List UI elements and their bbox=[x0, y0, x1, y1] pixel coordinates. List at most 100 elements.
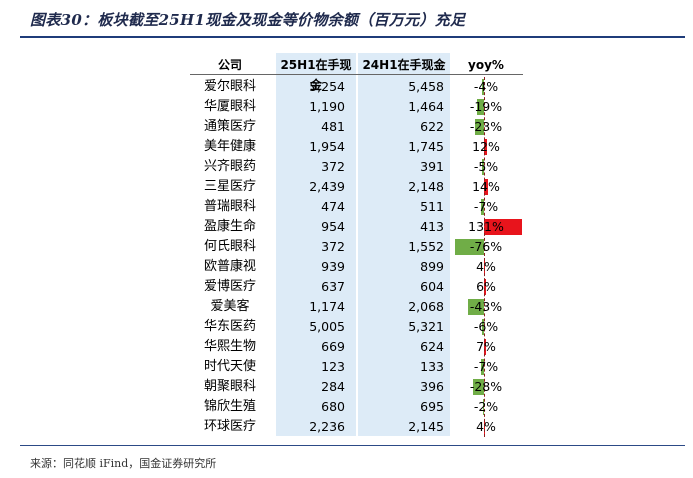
table-row: 爱美客 1,174 2,068 -43% bbox=[0, 297, 693, 317]
company-name: 锦欣生殖 bbox=[203, 399, 256, 414]
cash-25h1: 5,254 bbox=[309, 79, 345, 94]
source-note: 来源：同花顺 iFind，国金证券研究所 bbox=[30, 457, 217, 470]
yoy-bar bbox=[481, 359, 484, 375]
yoy-bar bbox=[455, 239, 484, 255]
company-name: 何氏眼科 bbox=[203, 239, 256, 254]
company-name: 爱美客 bbox=[210, 299, 250, 314]
cash-25h1: 669 bbox=[321, 339, 345, 354]
cash-25h1: 474 bbox=[321, 199, 345, 214]
cash-24h1: 899 bbox=[420, 259, 444, 274]
cash-25h1: 372 bbox=[321, 239, 345, 254]
yoy-zero-axis bbox=[484, 77, 486, 437]
yoy-value: 4% bbox=[476, 419, 496, 434]
column-shade-24h1 bbox=[358, 53, 450, 436]
yoy-value: 131% bbox=[468, 219, 504, 234]
yoy-value: -4% bbox=[473, 79, 499, 94]
cash-25h1: 939 bbox=[321, 259, 345, 274]
cash-24h1: 5,458 bbox=[408, 79, 444, 94]
company-name: 华东医药 bbox=[203, 319, 256, 334]
yoy-bar bbox=[484, 179, 489, 195]
table-row: 华东医药 5,005 5,321 -6% bbox=[0, 317, 693, 337]
yoy-value: 4% bbox=[476, 259, 496, 274]
header-24h1-cash: 24H1在手现金 bbox=[362, 58, 446, 72]
yoy-bar bbox=[475, 119, 484, 135]
yoy-value: 14% bbox=[472, 179, 500, 194]
table-row: 盈康生命 954 413 131% bbox=[0, 217, 693, 237]
cash-24h1: 396 bbox=[420, 379, 444, 394]
header-company: 公司 bbox=[217, 58, 242, 72]
cash-24h1: 1,552 bbox=[408, 239, 444, 254]
yoy-value: -7% bbox=[473, 359, 499, 374]
cash-24h1: 2,068 bbox=[408, 299, 444, 314]
table-row: 爱博医疗 637 604 6% bbox=[0, 277, 693, 297]
cash-24h1: 624 bbox=[420, 339, 444, 354]
company-name: 华厦眼科 bbox=[203, 99, 256, 114]
column-shade-25h1 bbox=[276, 53, 356, 436]
table-row: 兴齐眼药 372 391 -5% bbox=[0, 157, 693, 177]
cash-24h1: 1,745 bbox=[408, 139, 444, 154]
table-row: 何氏眼科 372 1,552 -76% bbox=[0, 237, 693, 257]
cash-24h1: 5,321 bbox=[408, 319, 444, 334]
company-name: 朝聚眼科 bbox=[203, 379, 256, 394]
header-25h1-cash: 25H1在手现金 bbox=[280, 58, 352, 92]
header-yoy: yoy% bbox=[468, 58, 504, 72]
table-row: 华熙生物 669 624 7% bbox=[0, 337, 693, 357]
company-name: 普瑞眼科 bbox=[203, 199, 256, 214]
yoy-bar bbox=[484, 219, 522, 235]
table-row: 华厦眼科 1,190 1,464 -19% bbox=[0, 97, 693, 117]
yoy-bar bbox=[482, 159, 484, 175]
yoy-value: -2% bbox=[473, 399, 499, 414]
company-name: 爱尔眼科 bbox=[203, 79, 256, 94]
figure-title: 图表30：板块截至25H1现金及现金等价物余额（百万元）充足 bbox=[30, 11, 466, 29]
cash-25h1: 2,439 bbox=[309, 179, 345, 194]
cash-25h1: 2,236 bbox=[309, 419, 345, 434]
yoy-value: -5% bbox=[473, 159, 499, 174]
company-name: 爱博医疗 bbox=[203, 279, 256, 294]
table-row: 美年健康 1,954 1,745 12% bbox=[0, 137, 693, 157]
cash-24h1: 622 bbox=[420, 119, 444, 134]
yoy-value: -76% bbox=[469, 239, 503, 254]
company-name: 时代天使 bbox=[203, 359, 256, 374]
cash-25h1: 1,954 bbox=[309, 139, 345, 154]
yoy-bar bbox=[467, 299, 484, 315]
yoy-bar bbox=[484, 139, 488, 155]
table-row: 爱尔眼科 5,254 5,458 -4% bbox=[0, 77, 693, 97]
cash-25h1: 1,174 bbox=[309, 299, 345, 314]
company-name: 美年健康 bbox=[203, 139, 256, 154]
title-underline bbox=[20, 36, 685, 38]
yoy-value: 12% bbox=[472, 139, 500, 154]
cash-25h1: 1,190 bbox=[309, 99, 345, 114]
table-row: 三星医疗 2,439 2,148 14% bbox=[0, 177, 693, 197]
cash-25h1: 5,005 bbox=[309, 319, 345, 334]
company-name: 华熙生物 bbox=[203, 339, 256, 354]
company-name: 环球医疗 bbox=[203, 419, 256, 434]
cash-25h1: 481 bbox=[321, 119, 345, 134]
yoy-bar bbox=[481, 199, 484, 215]
cash-24h1: 133 bbox=[420, 359, 444, 374]
yoy-bar bbox=[482, 79, 484, 95]
footer-divider bbox=[20, 445, 685, 446]
company-name: 欧普康视 bbox=[203, 259, 256, 274]
cash-24h1: 511 bbox=[420, 199, 444, 214]
table-row: 普瑞眼科 474 511 -7% bbox=[0, 197, 693, 217]
company-name: 通策医疗 bbox=[203, 119, 256, 134]
yoy-bar bbox=[483, 399, 484, 415]
cash-24h1: 1,464 bbox=[408, 99, 444, 114]
cash-24h1: 2,145 bbox=[408, 419, 444, 434]
cash-24h1: 2,148 bbox=[408, 179, 444, 194]
cash-25h1: 284 bbox=[321, 379, 345, 394]
cash-25h1: 123 bbox=[321, 359, 345, 374]
yoy-value: 7% bbox=[476, 339, 496, 354]
yoy-value: -6% bbox=[473, 319, 499, 334]
company-name: 兴齐眼药 bbox=[203, 159, 256, 174]
yoy-value: -23% bbox=[469, 119, 503, 134]
cash-24h1: 695 bbox=[420, 399, 444, 414]
cash-25h1: 954 bbox=[321, 219, 345, 234]
yoy-value: -7% bbox=[473, 199, 499, 214]
yoy-bar bbox=[473, 379, 484, 395]
table-row: 时代天使 123 133 -7% bbox=[0, 357, 693, 377]
table-row: 通策医疗 481 622 -23% bbox=[0, 117, 693, 137]
table-row: 环球医疗 2,236 2,145 4% bbox=[0, 417, 693, 437]
yoy-bar bbox=[476, 99, 484, 115]
yoy-value: -19% bbox=[469, 99, 503, 114]
